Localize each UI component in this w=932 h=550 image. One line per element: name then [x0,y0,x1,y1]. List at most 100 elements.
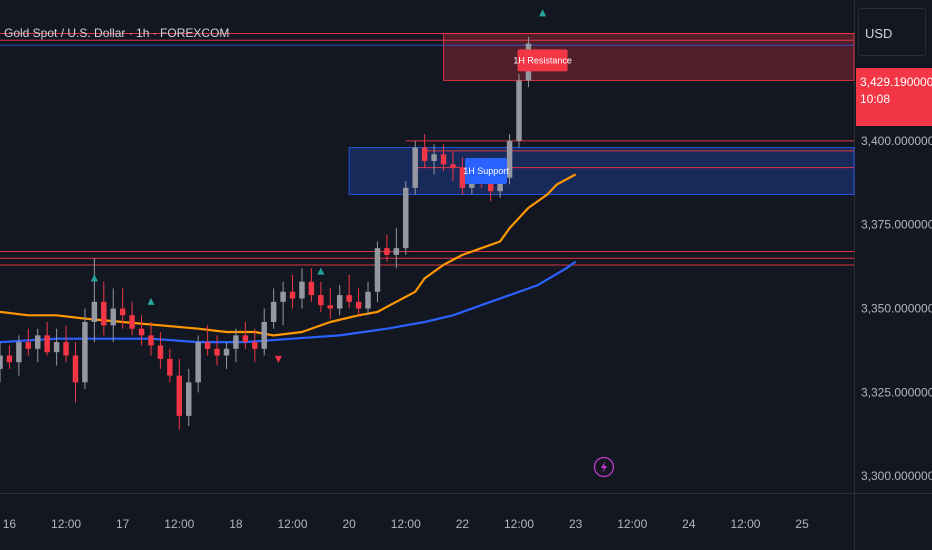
candle [82,308,88,390]
time-axis-label: 20 [342,517,356,531]
buy-signal-marker [90,274,98,282]
candle [393,228,400,269]
candle-body [299,281,305,299]
candle [261,308,267,356]
time-axis-label: 12:00 [391,517,421,531]
resistance-label: 1H Resistance [513,55,572,65]
ema-fast-line [0,173,577,337]
time-axis-label: 22 [456,517,470,531]
symbol-title[interactable]: Gold Spot / U.S. Dollar · 1h · FOREXCOM [4,26,230,40]
candle-body [223,348,230,356]
candle [374,241,381,302]
candle [289,275,296,309]
candle-body [157,345,164,359]
candle-body [365,291,371,309]
candle-body [355,301,362,309]
candle-body [204,342,211,349]
currency-button[interactable]: USD [858,8,926,56]
candle-body [16,342,22,363]
candle-body [35,335,41,349]
buy-signal-marker [539,9,547,17]
time-axis-label: 12:00 [278,517,308,531]
candle [223,342,230,369]
candle [440,144,447,172]
candle-body [167,358,173,376]
candle-body [327,305,334,309]
candle [459,157,466,195]
lightning-icon-bolt [600,461,607,473]
candle-body [72,355,79,383]
resistance-zone [443,33,855,81]
last-price-value: 3,429.1900000000 [860,75,932,89]
candle-body [252,342,258,349]
candle [450,150,456,182]
candle [101,281,107,336]
candle-body [261,321,267,349]
candle-body [44,335,50,353]
candle-body [497,177,503,192]
candle [308,268,315,302]
price-axis-label: 3,375.0000000000 [861,218,932,232]
candle-body [487,181,494,192]
support-label-box [464,158,507,185]
lightning-icon [593,456,615,478]
candle [63,325,69,363]
candle [327,288,334,319]
candle [421,134,428,168]
candle-body [63,342,69,356]
time-axis-label: 24 [682,517,696,531]
candle-body [403,187,409,249]
candle-body [374,248,381,292]
sell-signal-marker [274,355,282,363]
candle [355,288,362,316]
candle [403,181,409,255]
candle-body [308,281,315,296]
time-axis-label: 12:00 [164,517,194,531]
time-axis-label: 18 [229,517,243,531]
candle-body [384,248,390,255]
candle [119,288,126,329]
candle-body [214,348,220,356]
candle-body [289,291,296,299]
candle [138,315,145,346]
candle [214,335,220,366]
candle-body [6,355,13,363]
candle [6,345,13,369]
buy-signal-marker [317,267,325,275]
candle-body [318,295,324,306]
candle [299,268,305,309]
resistance-label-box [517,49,568,72]
candle [431,144,437,175]
candle [167,348,173,383]
time-axis-label: 23 [569,517,583,531]
candle-body [516,80,522,141]
time-axis-label: 17 [116,517,130,531]
candle-body [506,140,513,178]
bar-countdown: 10:08 [860,92,891,106]
candle [270,288,277,329]
time-axis-label: 25 [795,517,809,531]
candle-body [431,154,437,161]
candle-body [101,301,107,326]
candle-body [421,147,428,161]
candle-body [412,147,418,188]
time-axis-label: 12:00 [617,517,647,531]
candle [176,358,183,430]
candle [336,285,343,316]
candle-body [440,154,447,165]
candle-body [270,301,277,322]
candle [346,275,352,309]
buy-signal-marker [147,297,155,305]
last-price-tag: 3,429.1900000000 10:08 [856,68,932,126]
candle [110,288,116,343]
candle [53,328,60,366]
candle-body [148,335,154,346]
candle [365,281,371,316]
candle-body [0,355,3,369]
candle-body [242,335,249,343]
candle [25,328,32,356]
candle-body [53,342,60,353]
candle-body [185,382,192,416]
